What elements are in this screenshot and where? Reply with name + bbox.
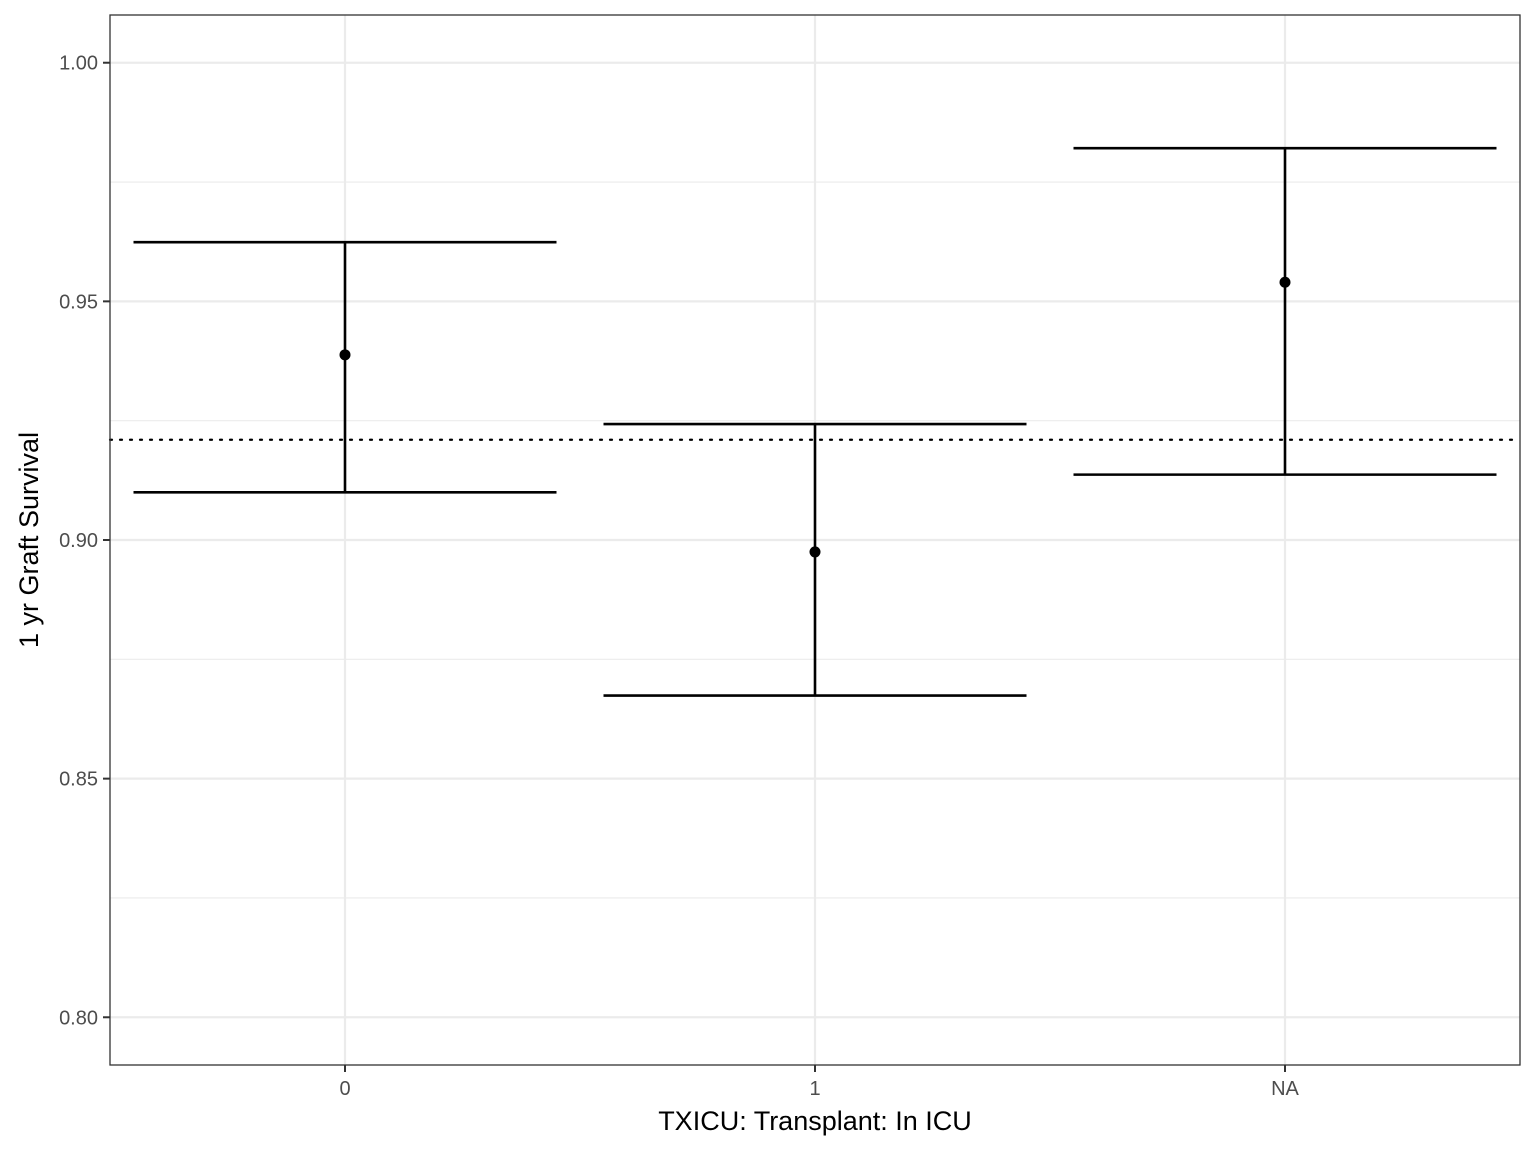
y-axis-title: 1 yr Graft Survival xyxy=(14,432,44,648)
error-bar-group xyxy=(1073,146,1497,476)
y-axis: 0.80 0.85 0.90 0.95 1.00 xyxy=(59,53,110,1029)
x-axis-title: TXICU: Transplant: In ICU xyxy=(658,1106,972,1136)
y-tick-label: 0.90 xyxy=(59,530,98,552)
x-tick-label: 0 xyxy=(339,1078,350,1100)
y-tick-label: 1.00 xyxy=(59,53,98,75)
x-axis: 0 1 NA xyxy=(339,1065,1300,1100)
point-estimate xyxy=(809,546,821,558)
x-tick-label: 1 xyxy=(809,1078,820,1100)
x-tick-label: NA xyxy=(1271,1078,1299,1100)
error-bar-group xyxy=(133,240,557,494)
point-estimate xyxy=(339,349,351,361)
error-bar-group xyxy=(603,422,1027,697)
y-tick-label: 0.80 xyxy=(59,1007,98,1029)
point-estimate xyxy=(1279,276,1291,288)
y-tick-label: 0.85 xyxy=(59,769,98,791)
y-tick-label: 0.95 xyxy=(59,291,98,313)
error-bars xyxy=(133,146,1497,697)
